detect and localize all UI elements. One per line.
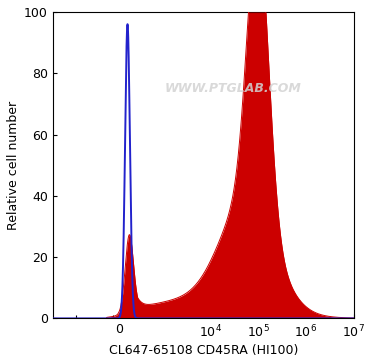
- Y-axis label: Relative cell number: Relative cell number: [7, 100, 20, 230]
- Text: WWW.PTGLAB.COM: WWW.PTGLAB.COM: [165, 82, 302, 95]
- X-axis label: CL647-65108 CD45RA (HI100): CL647-65108 CD45RA (HI100): [109, 344, 298, 357]
